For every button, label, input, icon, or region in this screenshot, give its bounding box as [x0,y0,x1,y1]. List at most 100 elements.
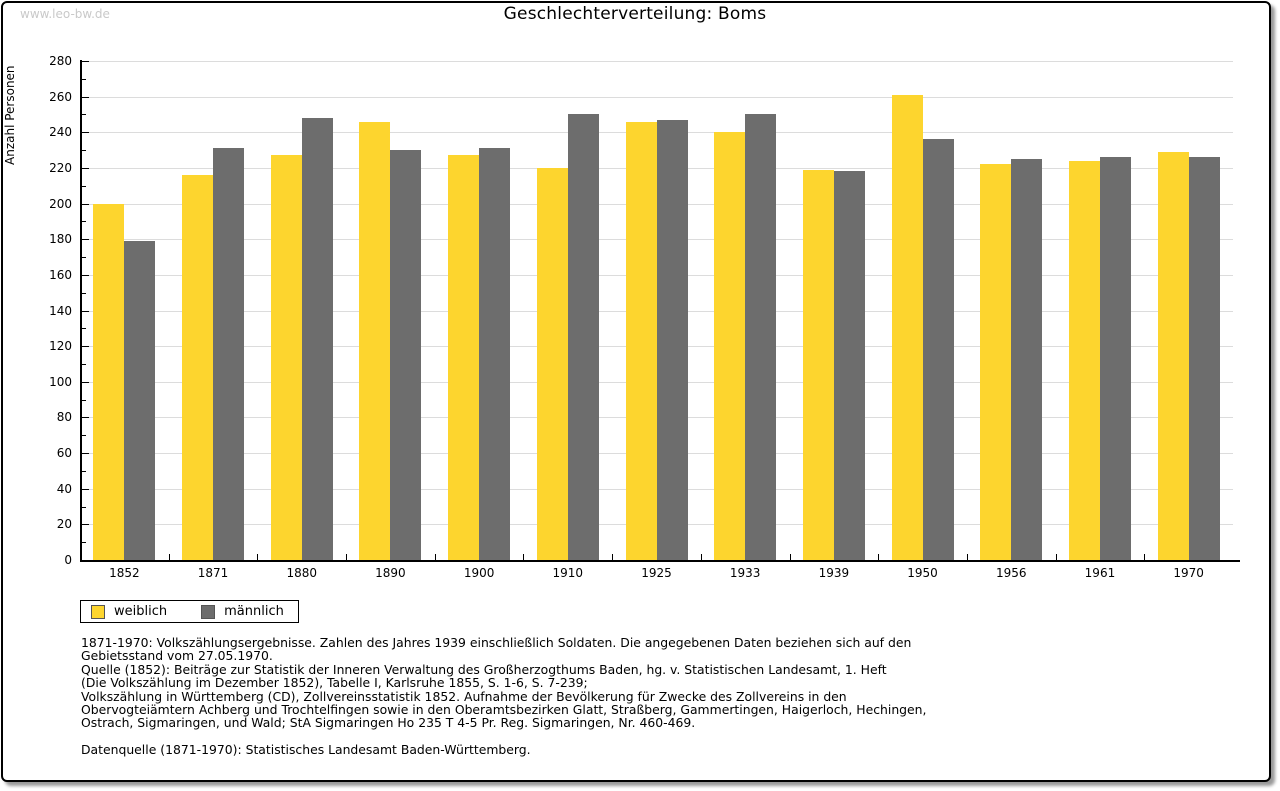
bar-maennlich-1871 [213,148,245,560]
bar-weiblich-1950 [891,94,923,560]
y-tick-80 [82,417,89,419]
y-tick-10 [82,542,86,544]
x-tick-3 [346,554,348,560]
footnote-line: Gebietsstand vom 27.05.1970. [81,648,273,664]
bar-weiblich-1970 [1157,151,1189,560]
y-tick-160 [82,274,89,276]
y-tick-20 [82,524,89,526]
y-tick-130 [82,328,86,330]
y-tick-70 [82,435,86,437]
x-axis-line [80,560,1240,562]
maennlich-swatch [201,604,216,619]
y-axis-label: Anzahl Personen [3,65,17,165]
x-tick-11 [1055,554,1057,560]
bar-maennlich-1956 [1011,159,1043,560]
y-tick-120 [82,346,89,348]
y-tick-label-180: 180 [49,232,72,247]
y-tick-label-120: 120 [49,339,72,354]
bar-weiblich-1956 [980,164,1012,560]
bar-maennlich-1961 [1099,157,1131,560]
x-tick-label-1950: 1950 [907,566,938,580]
y-tick-230 [82,150,86,152]
y-tick-label-260: 260 [49,89,72,104]
x-tick-label-1880: 1880 [286,566,317,580]
x-tick-label-1933: 1933 [729,566,761,580]
x-tick-1 [168,554,170,560]
bar-weiblich-1890 [359,121,391,560]
y-tick-label-60: 60 [56,446,72,461]
bar-maennlich-1925 [656,119,688,560]
chart-title: Geschlechterverteilung: Boms [503,4,767,24]
y-tick-60 [82,453,89,455]
y-tick-240 [82,132,89,134]
bar-maennlich-1880 [301,118,333,560]
y-tick-label-200: 200 [49,196,72,211]
y-tick-280 [82,61,89,62]
y-tick-200 [82,203,89,205]
x-tick-5 [523,554,525,560]
y-tick-150 [82,292,86,294]
x-tick-label-1939: 1939 [818,566,850,580]
bar-weiblich-1910 [536,167,568,560]
bar-maennlich-1933 [745,114,777,560]
x-tick-4 [434,554,436,560]
datasource-line: Datenquelle (1871-1970): Statistisches L… [81,742,531,757]
x-tick-label-1910: 1910 [552,566,584,580]
footnote-line: Quelle (1852): Beiträge zur Statistik de… [81,661,887,677]
y-tick-label-220: 220 [49,160,72,175]
x-tick-12 [1144,554,1146,560]
y-tick-170 [82,257,86,259]
bar-weiblich-1961 [1068,160,1100,560]
legend-label-maennlich: männlich [224,604,284,619]
x-tick-9 [878,554,880,560]
gridline-280 [82,61,1233,62]
x-tick-6 [612,554,614,560]
bar-maennlich-1910 [567,114,599,560]
legend-label-weiblich: weiblich [114,604,168,619]
y-tick-label-140: 140 [49,303,72,318]
watermark: www.leo-bw.de [20,7,110,21]
x-tick-label-1890: 1890 [375,566,406,580]
y-tick-label-40: 40 [56,481,72,496]
source-footnote: 1871-1970: Volkszählungsergebnisse. Zahl… [81,636,926,730]
legend-item-maennlich: männlich [201,604,284,619]
y-tick-label-280: 280 [49,54,72,68]
bar-weiblich-1933 [714,132,746,560]
x-tick-label-1900: 1900 [463,566,495,580]
gridline-260 [82,96,1233,98]
legend-item-weiblich: weiblich [91,604,168,619]
y-tick-label-0: 0 [64,553,72,567]
y-tick-180 [82,239,89,241]
bar-maennlich-1970 [1188,157,1220,560]
x-tick-8 [789,554,791,560]
bar-maennlich-1950 [922,139,954,560]
bar-maennlich-1900 [479,148,511,560]
bar-weiblich-1852 [93,203,125,560]
y-tick-270 [82,78,86,80]
weiblich-swatch [91,604,105,619]
x-tick-label-1961: 1961 [1084,566,1116,580]
y-tick-30 [82,506,86,508]
legend: weiblich männlich [80,600,299,623]
footnote-line: Ostrach, Sigmaringen, und Wald; StA Sigm… [81,715,696,731]
y-tick-190 [82,221,86,223]
y-tick-220 [82,167,89,169]
y-tick-260 [82,96,89,98]
bar-weiblich-1871 [182,175,214,560]
footnote-line: Volkszählung in Württemberg (CD), Zollve… [81,688,847,704]
y-tick-210 [82,185,86,187]
y-axis-line [80,60,82,560]
x-tick-2 [257,554,259,560]
y-tick-label-20: 20 [56,517,72,532]
x-tick-label-1925: 1925 [641,566,672,580]
y-tick-110 [82,363,86,365]
bar-maennlich-1890 [390,150,422,560]
x-tick-label-1852: 1852 [109,566,140,580]
y-tick-100 [82,381,89,383]
y-tick-label-100: 100 [49,374,72,389]
bar-weiblich-1900 [448,155,480,560]
bar-maennlich-1939 [833,171,865,560]
bar-weiblich-1925 [625,121,657,560]
footnote-line: 1871-1970: Volkszählungsergebnisse. Zahl… [81,635,912,650]
bar-weiblich-1939 [802,169,834,560]
